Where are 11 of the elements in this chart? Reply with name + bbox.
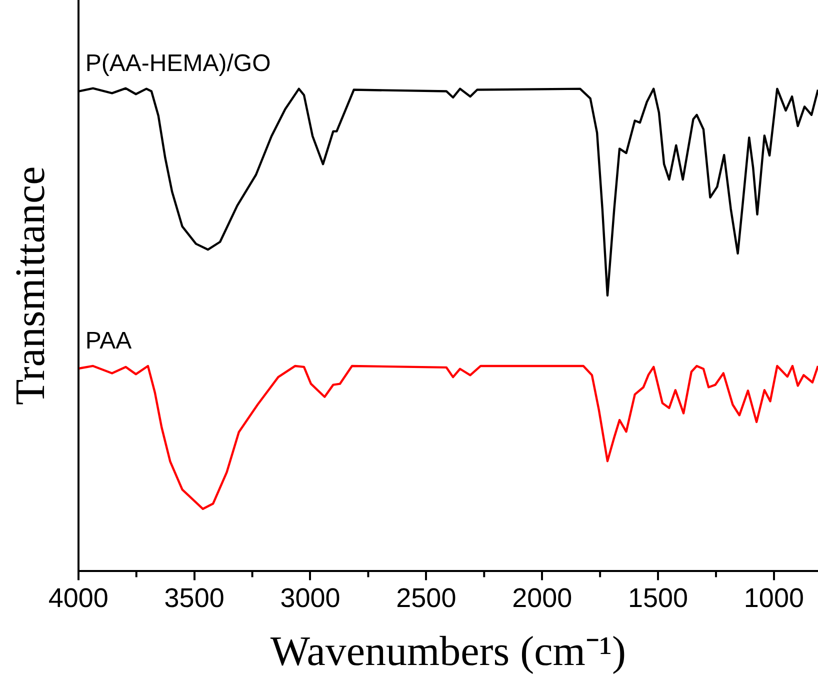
x-tick-label: 2500 [396, 582, 456, 613]
x-tick-label: 3500 [164, 582, 224, 613]
x-tick-label: 4000 [48, 582, 108, 613]
x-tick-label: 2000 [512, 582, 572, 613]
x-tick-label: 1500 [628, 582, 688, 613]
series-label: PAA [85, 328, 132, 355]
x-axis-title: Wavenumbers (cm⁻¹) [270, 628, 626, 675]
x-tick-label: 3000 [280, 582, 340, 613]
series-label: P(AA-HEMA)/GO [85, 50, 271, 77]
x-tick-label: 1000 [744, 582, 804, 613]
y-axis-title: Transmittance [8, 166, 54, 405]
